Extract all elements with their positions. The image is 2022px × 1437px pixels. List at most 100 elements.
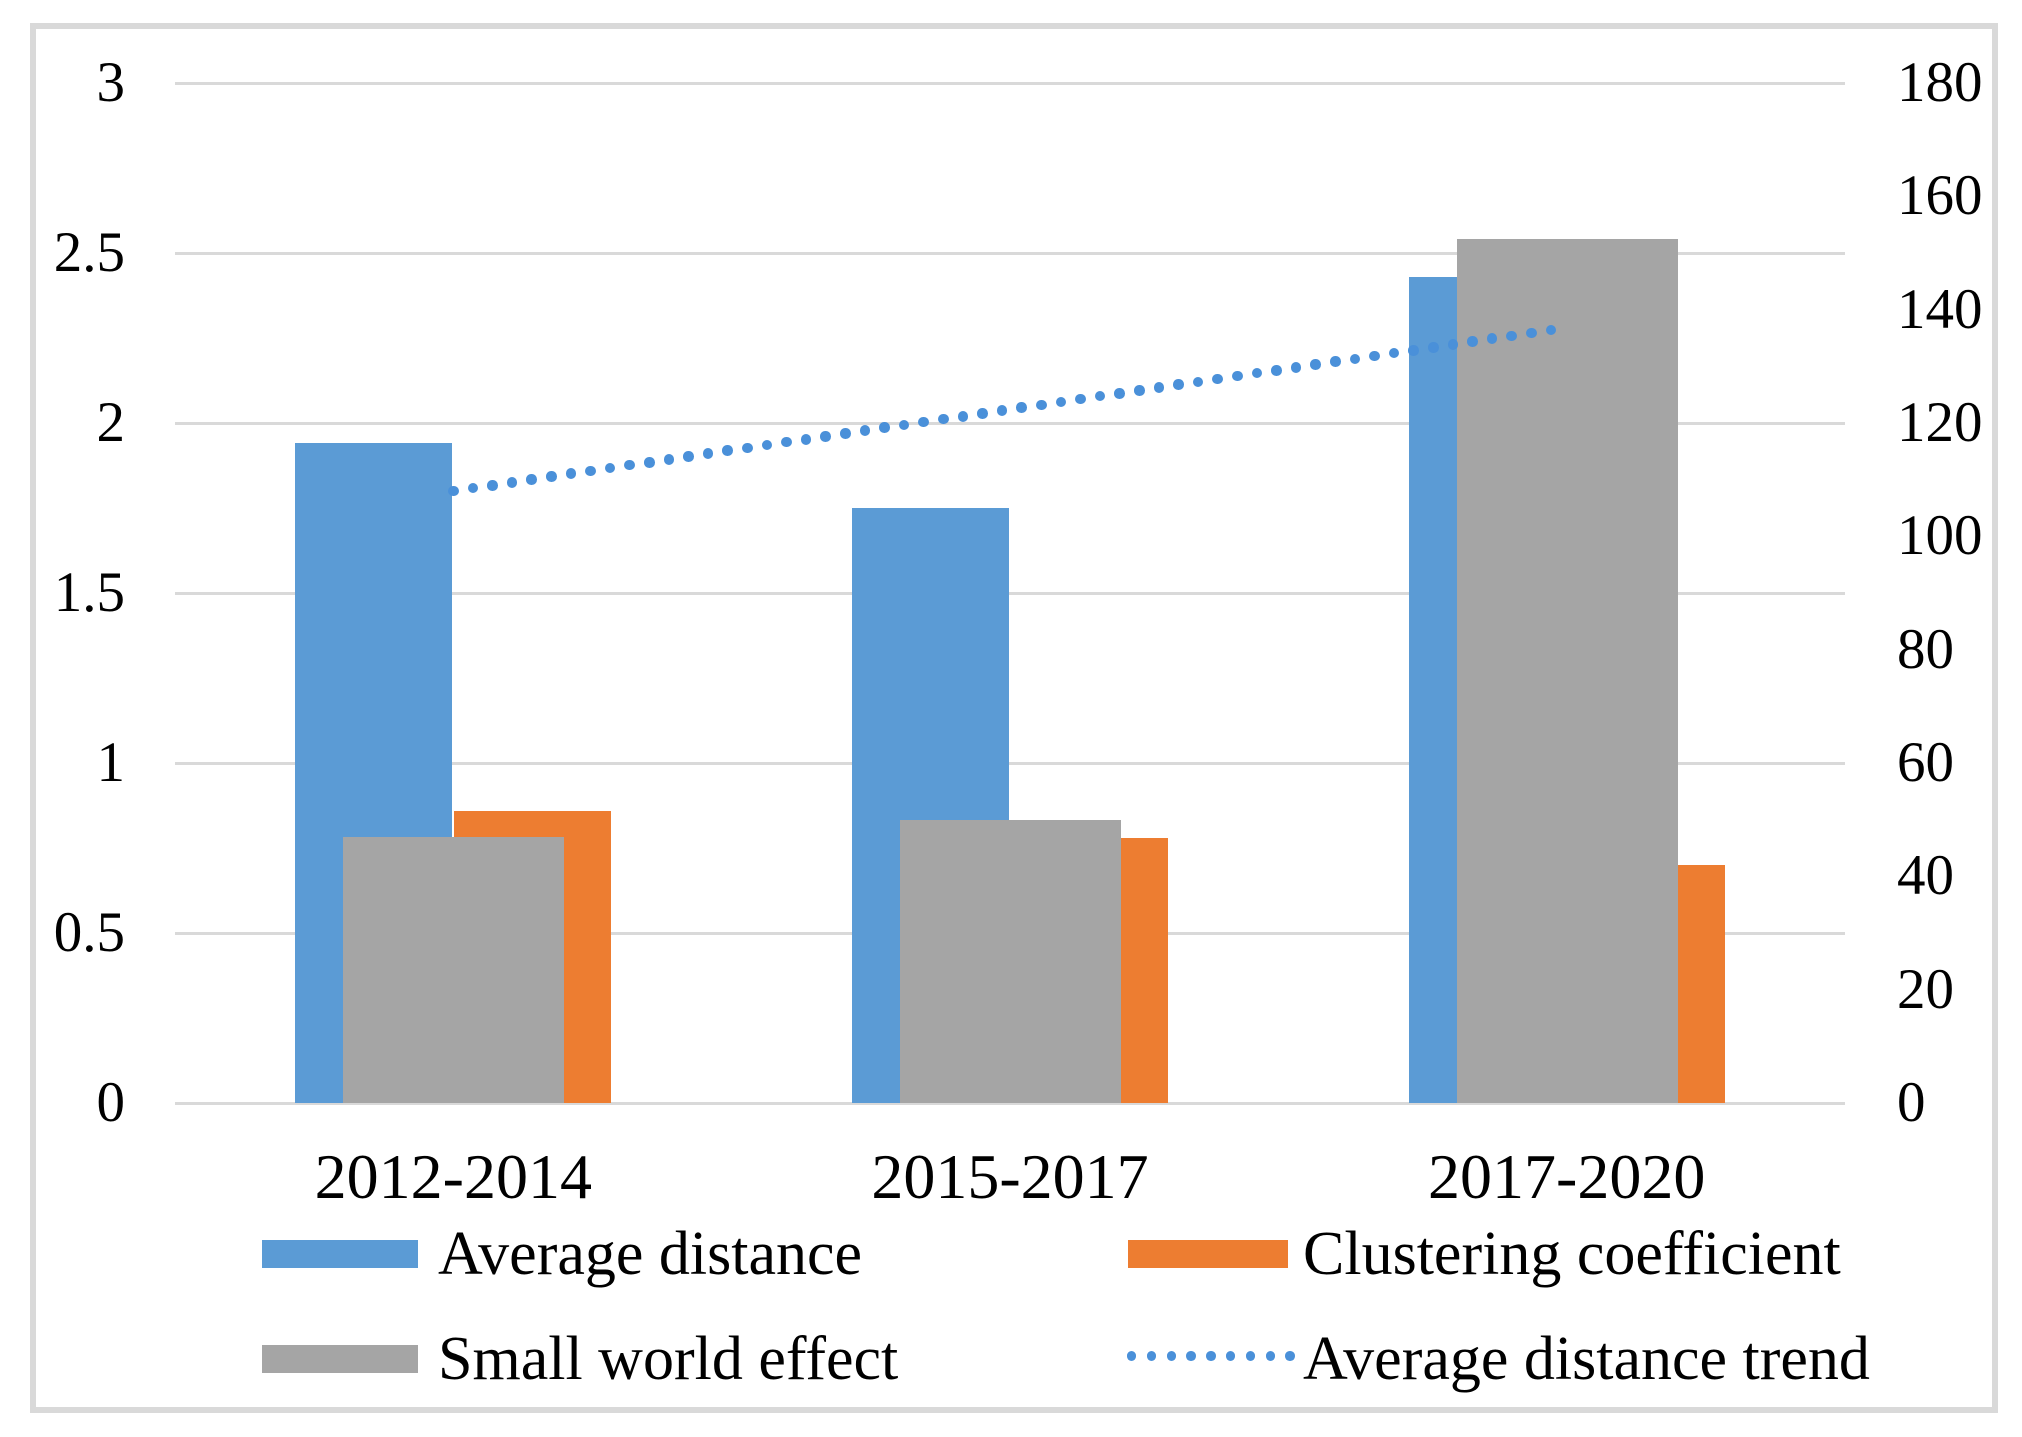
trend-dot	[859, 425, 871, 436]
x-axis-category-label: 2015-2017	[871, 1141, 1149, 1212]
trend-dot	[663, 454, 675, 465]
trend-dot	[487, 479, 498, 491]
bar-small-world-effect	[343, 836, 565, 1103]
trend-dot	[467, 482, 479, 494]
trend-dot	[840, 428, 851, 439]
right-axis-tick-label: 20	[1897, 957, 1954, 1021]
trend-dot	[1075, 393, 1086, 405]
trend-dot	[1369, 350, 1380, 362]
trend-dot	[1134, 385, 1145, 396]
gridline	[175, 762, 1845, 765]
left-axis-tick-label: 0	[96, 1071, 126, 1134]
x-axis-category-label: 2012-2014	[314, 1141, 592, 1212]
trend-dot	[742, 442, 753, 454]
bar-small-world-effect	[1456, 238, 1678, 1103]
trend-dot	[879, 422, 890, 434]
trend-dot	[1232, 370, 1243, 382]
trend-dot	[722, 445, 734, 457]
legend-trend-dot	[1206, 1351, 1216, 1361]
left-axis-tick-label: 2.5	[53, 221, 125, 284]
trend-dot	[585, 465, 596, 477]
trend-dot	[526, 474, 538, 485]
left-axis-tick-label: 1.5	[53, 561, 125, 624]
trend-dot	[938, 413, 949, 425]
right-axis-tick-label: 60	[1897, 731, 1954, 794]
trend-dot	[1212, 373, 1224, 385]
trend-dot	[1251, 367, 1263, 379]
right-axis-tick-label: 0	[1897, 1071, 1926, 1134]
legend-trend-dot	[1245, 1351, 1256, 1361]
right-axis-tick-label: 40	[1897, 844, 1954, 908]
trend-dot	[820, 431, 832, 442]
trend-dot	[1271, 365, 1282, 376]
trend-dot	[1428, 342, 1439, 353]
legend-swatch-clustering-coefficient	[1128, 1240, 1288, 1268]
trend-dot	[1310, 359, 1322, 370]
trend-dot	[1016, 402, 1028, 413]
trend-dot	[1036, 399, 1047, 411]
left-axis-tick-label: 2	[96, 391, 126, 454]
trend-dot	[957, 410, 969, 422]
trend-dot	[800, 433, 812, 445]
gridline	[175, 422, 1845, 425]
left-axis-tick-label: 3	[96, 51, 126, 114]
legend-label-small-world-effect: Small world effect	[438, 1325, 899, 1393]
trend-dot	[1349, 353, 1361, 365]
trend-dot	[1330, 356, 1341, 367]
trend-dot	[1486, 333, 1498, 345]
trend-dot	[1290, 362, 1302, 373]
trend-dot	[1408, 344, 1420, 356]
trend-dot	[1467, 336, 1478, 347]
legend-label-average-distance: Average distance	[438, 1220, 863, 1288]
trend-dot	[1055, 396, 1067, 408]
legend-trend-dot	[1127, 1351, 1137, 1361]
right-axis-tick-label: 100	[1897, 504, 1983, 568]
trend-dot	[1545, 324, 1557, 336]
left-axis-tick-label: 1	[96, 731, 126, 794]
trend-dot	[1388, 347, 1400, 359]
bar-small-world-effect	[900, 819, 1121, 1103]
chart-border-frame	[30, 23, 1998, 1413]
legend-trend-dot	[1265, 1351, 1275, 1361]
legend-swatch-average-distance	[262, 1240, 418, 1268]
trend-dot	[918, 416, 930, 428]
trend-dot	[1526, 327, 1537, 339]
trend-dot	[565, 468, 577, 480]
legend-trend-dot	[1285, 1351, 1295, 1361]
legend-trend-dot	[1186, 1351, 1196, 1361]
right-axis-tick-label: 120	[1897, 391, 1983, 454]
legend-swatch-small-world-effect	[262, 1345, 418, 1373]
trend-dot	[702, 448, 714, 459]
right-axis-tick-label: 160	[1897, 164, 1983, 228]
legend-trend-dot	[1166, 1351, 1176, 1361]
right-axis-tick-label: 180	[1897, 51, 1983, 114]
gridline	[175, 252, 1845, 255]
trend-dot	[546, 471, 557, 482]
trend-dot	[761, 439, 773, 451]
trend-dot	[1094, 390, 1106, 402]
trend-dot	[781, 436, 792, 448]
right-axis-tick-label: 140	[1897, 277, 1983, 341]
trend-dot	[996, 405, 1008, 416]
trend-dot	[1192, 376, 1204, 388]
trend-dot	[683, 451, 694, 462]
gridline	[175, 592, 1845, 595]
legend-label-clustering-coefficient: Clustering coefficient	[1303, 1220, 1841, 1288]
x-axis-category-label: 2017-2020	[1428, 1141, 1706, 1212]
trend-dot	[977, 408, 988, 419]
gridline	[175, 1102, 1845, 1105]
trend-dot	[1114, 388, 1126, 399]
trend-dot	[1153, 382, 1165, 393]
trend-dot	[898, 419, 910, 431]
trend-dot	[624, 459, 636, 471]
left-axis-tick-label: 0.5	[53, 901, 125, 964]
trend-dot	[1173, 379, 1184, 390]
legend-trend-dot	[1146, 1351, 1157, 1361]
legend-label-average-distance-trend: Average distance trend	[1303, 1325, 1870, 1393]
trend-dot	[644, 456, 655, 468]
trend-dot	[1506, 330, 1518, 342]
trend-dot	[448, 485, 459, 497]
trend-dot	[1447, 339, 1459, 350]
trend-dot	[506, 477, 518, 488]
